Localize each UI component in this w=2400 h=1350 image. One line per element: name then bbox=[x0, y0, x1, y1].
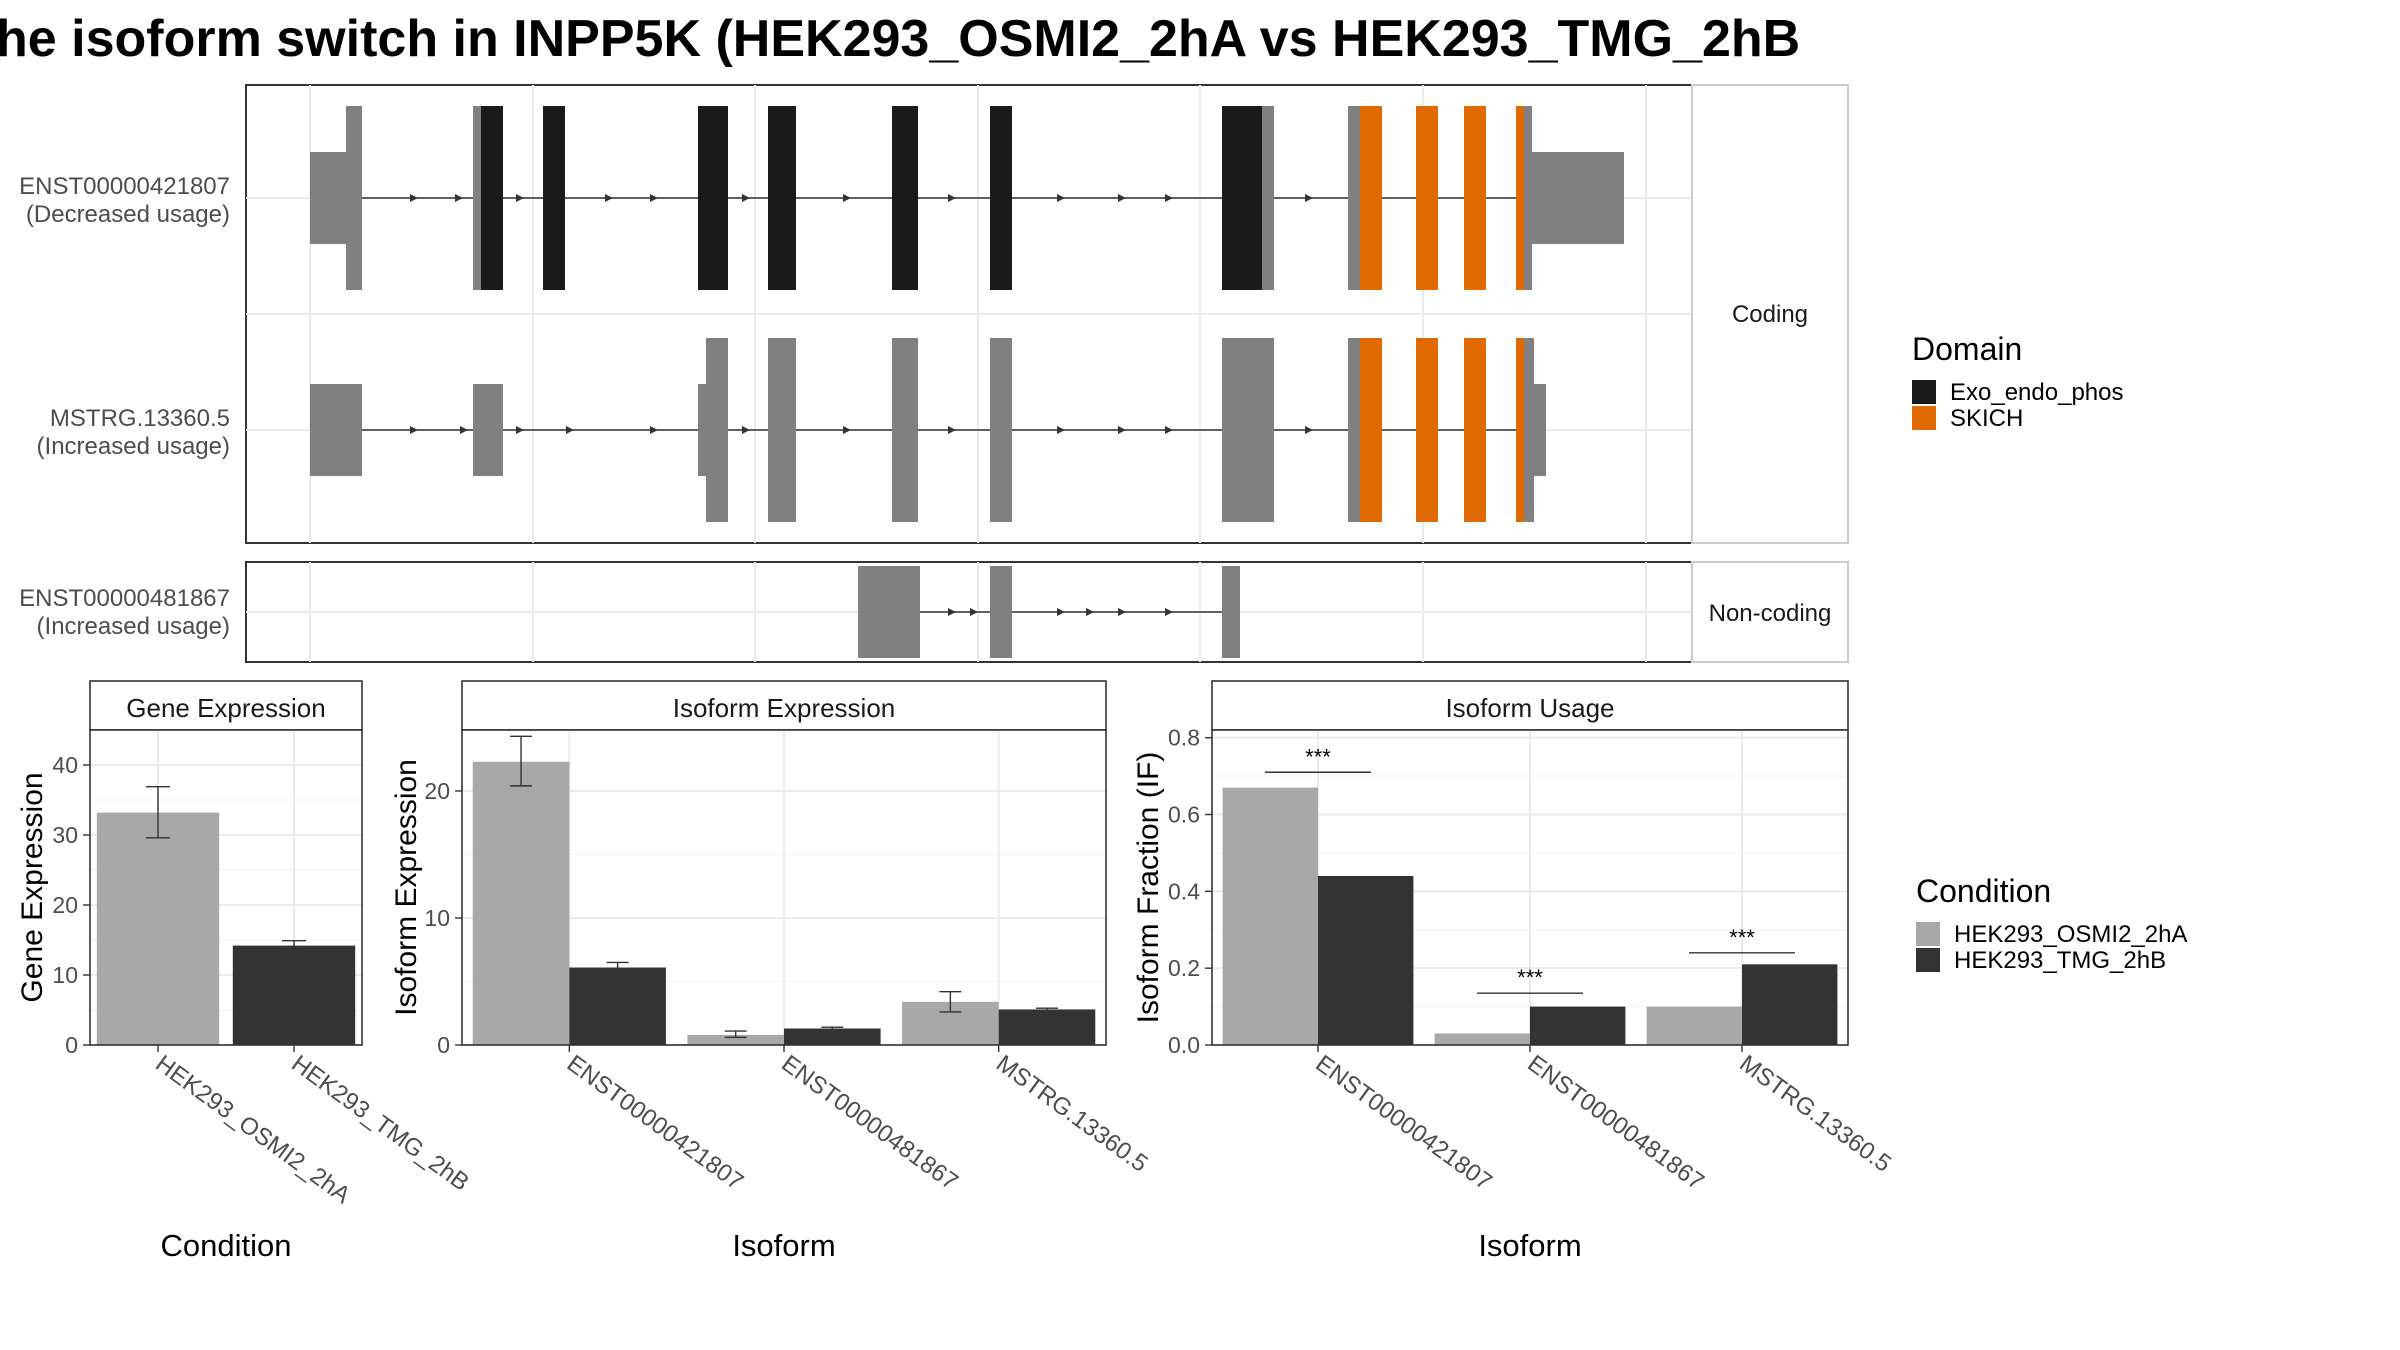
legend-label: Exo_endo_phos bbox=[1950, 379, 2123, 406]
strip-label-noncoding: Non-coding bbox=[1709, 600, 1832, 627]
transcript-label-usage: (Increased usage) bbox=[37, 613, 230, 640]
bar bbox=[569, 967, 666, 1045]
legend-key-hek293-tmg-2hb bbox=[1916, 948, 1940, 972]
y-tick-label: 0 bbox=[65, 1032, 78, 1058]
x-axis-title: Isoform bbox=[1478, 1228, 1581, 1263]
bar bbox=[96, 812, 220, 1045]
legend-key-hek293-osmi2-2ha bbox=[1916, 922, 1940, 946]
y-axis-title: Isoform Expression bbox=[390, 759, 423, 1016]
isoform-expression-chart: Isoform Expression 0 10 20 ENST00000421807 EN… bbox=[390, 680, 1153, 1263]
y-tick-label: 20 bbox=[424, 778, 450, 804]
transcript-mstrg-13360-5 bbox=[310, 338, 1546, 522]
y-tick-label: 0.0 bbox=[1168, 1032, 1200, 1058]
legend-key-exo-endo-phos bbox=[1912, 380, 1936, 404]
x-tick-label: ENST00000421807 bbox=[1310, 1050, 1496, 1196]
bar bbox=[998, 1009, 1096, 1045]
coding-transcript-panel: Coding bbox=[245, 84, 1849, 544]
panel-strip bbox=[461, 680, 1107, 731]
transcript-labels: ENST00000421807 (Decreased usage) MSTRG.… bbox=[19, 173, 230, 640]
transcript-label-usage: (Increased usage) bbox=[37, 433, 230, 460]
strip-label-coding: Coding bbox=[1732, 301, 1808, 328]
intron-arrows bbox=[948, 608, 1173, 616]
bar bbox=[1742, 964, 1838, 1045]
transcript-enst00000421807 bbox=[310, 106, 1624, 290]
domain-legend-title: Domain bbox=[1912, 331, 2022, 367]
bar bbox=[1530, 1006, 1626, 1045]
panel-strip bbox=[1211, 680, 1849, 731]
significance-label: *** bbox=[1729, 925, 1755, 950]
figure-title: he isoform switch in INPP5K (HEK293_OSMI… bbox=[0, 10, 1800, 68]
y-tick-label: 0 bbox=[437, 1032, 450, 1058]
bar bbox=[472, 761, 570, 1045]
condition-legend: Condition HEK293_OSMI2_2hA HEK293_TMG_2h… bbox=[1916, 873, 2187, 974]
y-tick-label: 30 bbox=[52, 822, 78, 848]
y-tick-label: 10 bbox=[52, 962, 78, 988]
x-axis-title: Isoform bbox=[732, 1228, 835, 1263]
exons bbox=[310, 106, 1624, 290]
y-tick-label: 0.2 bbox=[1168, 955, 1200, 981]
bar bbox=[1222, 787, 1318, 1045]
legend-label: HEK293_OSMI2_2hA bbox=[1954, 921, 2187, 948]
y-tick-label: 40 bbox=[52, 752, 78, 778]
transcript-label-id: ENST00000421807 bbox=[19, 173, 230, 200]
x-tick-label: MSTRG.13360.5 bbox=[1734, 1050, 1896, 1178]
x-tick-label: ENST00000421807 bbox=[562, 1050, 748, 1196]
y-tick-label: 0.8 bbox=[1168, 725, 1200, 751]
legend-label: HEK293_TMG_2hB bbox=[1954, 947, 2166, 974]
bar bbox=[1646, 1006, 1742, 1045]
x-axis-title: Condition bbox=[161, 1228, 292, 1263]
significance-label: *** bbox=[1517, 965, 1543, 990]
bar bbox=[784, 1028, 881, 1045]
intron-arrows bbox=[410, 426, 1313, 434]
panel-strip-title: Isoform Expression bbox=[673, 693, 896, 723]
bar bbox=[232, 945, 356, 1045]
legend-label: SKICH bbox=[1950, 405, 2023, 432]
bar bbox=[1318, 875, 1414, 1045]
y-axis-title: Gene Expression bbox=[16, 772, 49, 1002]
y-tick-label: 20 bbox=[52, 892, 78, 918]
x-tick-label: ENST00000481867 bbox=[1522, 1050, 1708, 1196]
condition-legend-title: Condition bbox=[1916, 873, 2051, 909]
legend-key-skich bbox=[1912, 406, 1936, 430]
y-tick-label: 0.6 bbox=[1168, 802, 1200, 828]
exons bbox=[310, 338, 1546, 522]
noncoding-transcript-panel: Non-coding bbox=[245, 561, 1849, 663]
x-tick-label: MSTRG.13360.5 bbox=[991, 1050, 1153, 1178]
isoform-usage-chart: Isoform Usage *** *** *** 0.0 0.2 0.4 0.6 0.8 ENS… bbox=[1132, 680, 1896, 1263]
bar bbox=[1434, 1033, 1530, 1045]
y-axis-title: Isoform Fraction (IF) bbox=[1132, 752, 1165, 1024]
plot-border bbox=[89, 729, 363, 1046]
domain-legend: Domain Exo_endo_phos SKICH bbox=[1912, 331, 2123, 432]
transcript-label-id: ENST00000481867 bbox=[19, 585, 230, 612]
intron-arrows bbox=[410, 194, 1313, 202]
x-tick-label: ENST00000481867 bbox=[776, 1050, 962, 1196]
panel-strip-title: Isoform Usage bbox=[1445, 693, 1614, 723]
significance-label: *** bbox=[1305, 744, 1331, 769]
transcript-label-id: MSTRG.13360.5 bbox=[50, 405, 230, 432]
transcript-enst00000481867 bbox=[858, 566, 1240, 658]
y-tick-label: 10 bbox=[424, 905, 450, 931]
bar bbox=[687, 1034, 784, 1045]
y-tick-label: 0.4 bbox=[1168, 878, 1200, 904]
transcript-label-usage: (Decreased usage) bbox=[26, 201, 230, 228]
panel-strip-title: Gene Expression bbox=[126, 693, 325, 723]
